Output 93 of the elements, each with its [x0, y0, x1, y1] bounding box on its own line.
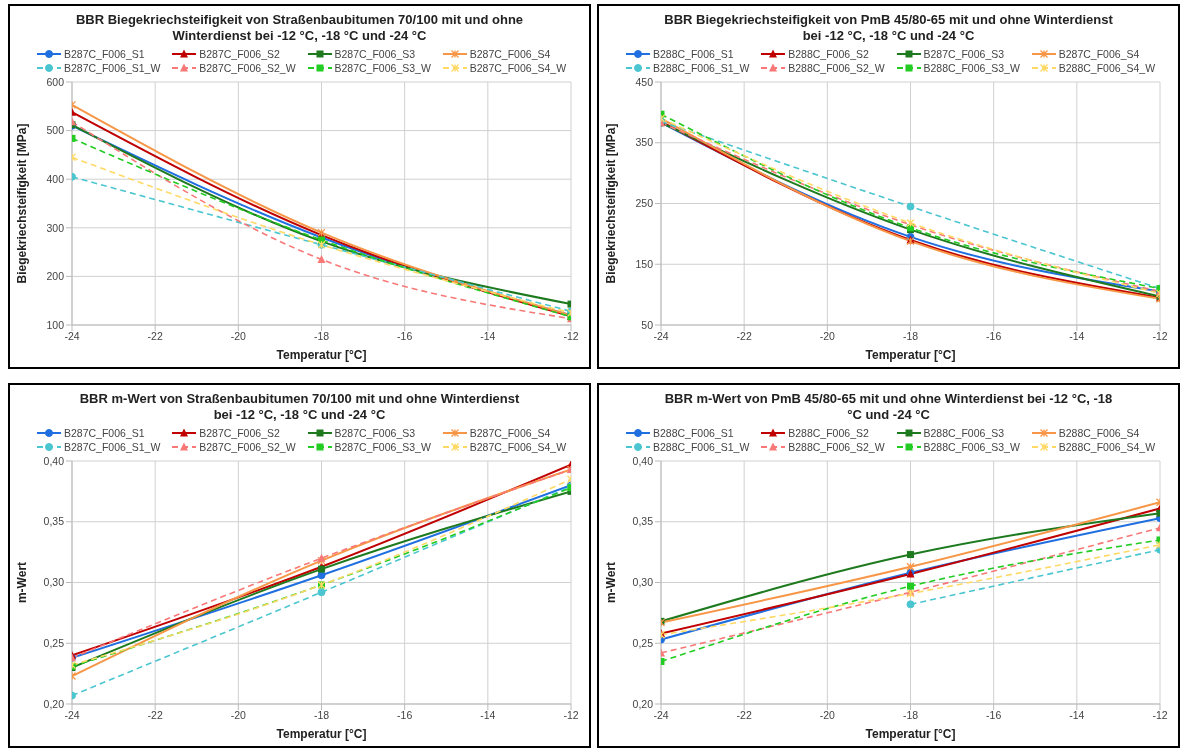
x-tick-label: -20 [819, 709, 836, 722]
y-tick-label: 0,25 [43, 636, 65, 649]
legend-label: B288C_F006_S1_W [653, 62, 750, 74]
legend-label: B288C_F006_S3_W [923, 441, 1020, 453]
chart-title: BBR m-Wert von Straßenbaubitumen 70/100 mit und ohne Winterdienst bei -12 °C, -18 °C und -24 °C [78, 390, 521, 424]
y-axis-title: Biegekriechsteifigkeit [MPa] [604, 123, 619, 284]
x-tick-label: -16 [397, 330, 413, 343]
y-tick-label: 0,30 [43, 576, 65, 589]
legend-label: B287C_F006_S4 [1058, 48, 1140, 60]
x-tick-label: -22 [736, 330, 752, 343]
y-tick-label: 100 [46, 318, 65, 331]
y-tick-label: 600 [46, 75, 65, 88]
legend-label: B287C_F006_S1 [64, 48, 145, 60]
legend-label: B287C_F006_S2_W [199, 441, 296, 453]
legend-label: B287C_F006_S3 [334, 427, 416, 439]
y-tick-label: 0,20 [632, 697, 654, 710]
y-tick-label: 500 [46, 124, 65, 137]
legend-label: B287C_F006_S4_W [469, 441, 567, 453]
y-tick-label: 0,35 [43, 515, 65, 528]
y-tick-label: 0,40 [632, 454, 654, 467]
legend-label: B288C_F006_S4 [1058, 427, 1140, 439]
legend-label: B288C_F006_S2 [788, 48, 869, 60]
y-tick-label: 250 [635, 197, 654, 210]
legend-label: B287C_F006_S4 [469, 427, 551, 439]
legend-label: B287C_F006_S4 [469, 48, 551, 60]
x-tick-label: -24 [64, 330, 80, 343]
y-tick-label: 300 [46, 221, 65, 234]
x-tick-label: -20 [230, 709, 247, 722]
legend-label: B287C_F006_S1_W [64, 62, 161, 74]
legend-label: B287C_F006_S3_W [334, 62, 431, 74]
x-axis-title: Temperatur [°C] [276, 727, 367, 741]
y-tick-label: 400 [46, 172, 65, 185]
legend-label: B287C_F006_S1 [64, 427, 145, 439]
x-tick-label: -24 [64, 709, 80, 722]
x-axis-title: Temperatur [°C] [865, 727, 956, 741]
y-axis-title: Biegekriechsteifigkeit [MPa] [15, 123, 30, 284]
chart-title: BBR Biegekriechsteifigkeit von Straßenbaubitumen 70/100 mit und ohne Winterdienst bei -12 °C, -18 °C und -24 °C [74, 11, 525, 45]
x-tick-label: -18 [902, 330, 919, 343]
y-tick-label: 200 [46, 270, 65, 283]
x-tick-label: -14 [480, 709, 496, 722]
legend-label: B287C_F006_S2_W [199, 62, 296, 74]
x-tick-label: -14 [1069, 330, 1085, 343]
legend-label: B288C_F006_S1 [653, 48, 734, 60]
y-tick-label: 450 [635, 75, 654, 88]
legend-label: B288C_F006_S2 [788, 427, 869, 439]
x-tick-label: -12 [1152, 330, 1168, 343]
x-tick-label: -18 [902, 709, 919, 722]
legend-label: B288C_F006_S4_W [1058, 441, 1156, 453]
chart-title: BBR Biegekriechsteifigkeit von PmB 45/80-65 mit und ohne Winterdienst bei -12 °C, -18 °C und -24 °C [663, 11, 1114, 45]
legend-label: B288C_F006_S2_W [788, 62, 885, 74]
legend-label: B288C_F006_S4_W [1058, 62, 1156, 74]
x-tick-label: -20 [819, 330, 836, 343]
x-tick-label: -18 [313, 709, 330, 722]
x-axis-title: Temperatur [°C] [276, 348, 367, 362]
legend-label: B287C_F006_S4_W [469, 62, 567, 74]
y-tick-label: 0,20 [43, 697, 65, 710]
legend-label: B287C_F006_S1_W [64, 441, 161, 453]
x-tick-label: -18 [313, 330, 330, 343]
y-tick-label: 0,30 [632, 576, 654, 589]
legend-label: B288C_F006_S2_W [788, 441, 885, 453]
x-tick-label: -24 [653, 709, 669, 722]
x-tick-label: -14 [1069, 709, 1085, 722]
x-tick-label: -16 [986, 709, 1002, 722]
legend-label: B288C_F006_S1 [653, 427, 734, 439]
legend-label: B288C_F006_S1_W [653, 441, 750, 453]
legend-label: B288C_F006_S3 [923, 427, 1005, 439]
x-tick-label: -24 [653, 330, 669, 343]
x-tick-label: -12 [563, 709, 579, 722]
y-tick-label: 350 [635, 136, 654, 149]
x-tick-label: -14 [480, 330, 496, 343]
x-tick-label: -12 [1152, 709, 1168, 722]
y-tick-label: 50 [641, 318, 654, 331]
y-axis-title: m-Wert [604, 561, 619, 604]
x-tick-label: -22 [147, 709, 163, 722]
legend-label: B287C_F006_S2 [199, 48, 280, 60]
y-tick-label: 0,25 [632, 636, 654, 649]
legend-label: B287C_F006_S3_W [334, 441, 431, 453]
x-tick-label: -16 [397, 709, 413, 722]
x-tick-label: -22 [736, 709, 752, 722]
y-tick-label: 0,35 [632, 515, 654, 528]
x-tick-label: -20 [230, 330, 247, 343]
x-tick-label: -16 [986, 330, 1002, 343]
legend-label: B287C_F006_S2 [199, 427, 280, 439]
x-tick-label: -12 [563, 330, 579, 343]
x-axis-title: Temperatur [°C] [865, 348, 956, 362]
legend-label: B287C_F006_S3 [334, 48, 416, 60]
y-tick-label: 150 [635, 257, 654, 270]
y-axis-title: m-Wert [15, 561, 30, 604]
y-tick-label: 0,40 [43, 454, 65, 467]
x-tick-label: -22 [147, 330, 163, 343]
legend-label: B287C_F006_S3 [923, 48, 1005, 60]
chart-title: BBR m-Wert von PmB 45/80-65 mit und ohne Winterdienst bei -12 °C, -18 °C und -24 °C [663, 390, 1114, 424]
legend-label: B288C_F006_S3_W [923, 62, 1020, 74]
